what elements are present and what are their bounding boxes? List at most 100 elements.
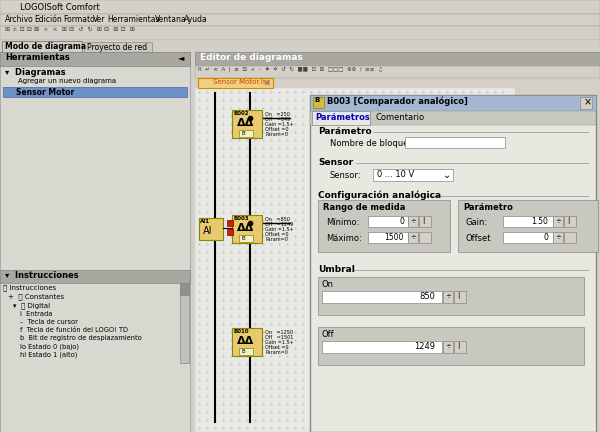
Bar [443,291,453,303]
Text: Parámetro: Parámetro [463,203,513,212]
Bar [564,216,576,227]
Text: On: On [322,280,334,289]
Text: Comentario: Comentario [375,113,424,122]
Bar [312,111,370,125]
Bar [0,52,190,66]
Text: B: B [242,131,245,136]
Text: lo Estado 0 (bajo): lo Estado 0 (bajo) [20,343,79,349]
Bar [239,130,253,137]
Text: ×: × [584,97,592,107]
Text: 850: 850 [419,292,435,301]
Bar [368,232,408,243]
Text: On   =850: On =850 [265,217,290,222]
Bar [318,277,584,315]
Text: On   =250: On =250 [265,112,290,117]
Bar [373,169,453,181]
Text: –  Tecla de cursor: – Tecla de cursor [20,319,78,325]
Bar [419,216,431,227]
Text: B002: B002 [234,111,250,116]
Bar [0,0,600,14]
Text: B: B [314,97,319,103]
Text: Off   =1501: Off =1501 [265,335,293,340]
Bar [443,341,453,353]
Bar [180,283,189,363]
Bar [503,232,553,243]
Text: ΔΔ: ΔΔ [237,223,254,233]
Bar [180,283,189,295]
Text: ÷: ÷ [410,217,416,223]
Bar [0,270,190,283]
Text: i  Entrada: i Entrada [20,311,52,317]
Text: ⌄: ⌄ [443,170,451,180]
Bar [564,232,576,243]
Bar [408,216,418,227]
Text: Formato: Formato [64,15,95,24]
Bar [0,40,600,52]
Text: Rango de medida: Rango de medida [323,203,406,212]
Bar [553,216,563,227]
Text: Off: Off [322,330,335,339]
Text: Parámetros: Parámetros [315,113,370,122]
Bar [3,87,187,97]
Bar [313,97,324,108]
Text: Param=0: Param=0 [265,132,288,137]
Bar [232,328,262,356]
Text: |: | [457,342,460,349]
Text: Mínimo:: Mínimo: [326,218,359,227]
Bar [0,14,600,26]
Text: Param=0: Param=0 [265,350,288,355]
Text: ÷: ÷ [555,217,561,223]
Text: Herramientas: Herramientas [107,15,160,24]
Text: Gain =1.5+: Gain =1.5+ [265,122,294,127]
Text: Edición: Edición [34,15,62,24]
Text: Offset =0: Offset =0 [265,345,289,350]
Text: Sensor: Sensor [318,158,353,167]
Bar [227,220,233,226]
Text: ⊞ ± ⊡ ⊟ ⊠  ×  ×  ⊞ ⊟  ↺  ↻  ⊞ ⊟  ⊞ ⊡  ⊞: ⊞ ± ⊡ ⊟ ⊠ × × ⊞ ⊟ ↺ ↻ ⊞ ⊟ ⊞ ⊡ ⊞ [5,27,135,32]
Text: ▾  Diagramas: ▾ Diagramas [5,68,65,77]
Bar [454,291,466,303]
Text: Sensor Motor: Sensor Motor [16,88,74,97]
Bar [232,110,262,138]
Bar [310,95,596,432]
Text: B003 [Comparador analógico]: B003 [Comparador analógico] [327,97,468,107]
Text: AI: AI [203,226,212,236]
Bar [0,52,190,432]
Text: Agregar un nuevo diagrama: Agregar un nuevo diagrama [18,78,116,84]
Bar [408,232,418,243]
Text: Ver: Ver [92,15,105,24]
Text: Offset =0: Offset =0 [265,232,289,237]
Text: |: | [457,292,460,299]
Text: 0: 0 [543,233,548,242]
Bar [322,291,442,303]
Bar [310,95,596,111]
Text: 1500: 1500 [385,233,404,242]
Bar [419,232,431,243]
Text: f  Tecla de función del LOGO! TD: f Tecla de función del LOGO! TD [20,327,128,333]
Text: 1249: 1249 [414,342,435,351]
Bar [239,235,253,242]
Text: 0 ... 10 V: 0 ... 10 V [377,170,414,179]
Bar [239,348,253,355]
Bar [458,200,598,252]
Text: ▾  📁 Digital: ▾ 📁 Digital [13,302,50,308]
Text: ▾  Instrucciones: ▾ Instrucciones [5,271,79,280]
Text: Nombre de bloque:: Nombre de bloque: [330,139,411,148]
Bar [322,341,442,353]
Text: Sensor:: Sensor: [330,171,361,180]
Text: B010: B010 [234,329,250,334]
Text: AI1: AI1 [200,219,210,224]
Text: Param=0: Param=0 [265,237,288,242]
Text: Configuración analógica: Configuración analógica [318,191,441,200]
Bar [553,232,563,243]
Bar [195,88,515,432]
Text: Modo de diagrama: Modo de diagrama [5,42,86,51]
Bar [2,41,82,52]
Text: Máximo:: Máximo: [326,234,362,243]
Bar [454,341,466,353]
Text: ÷: ÷ [555,233,561,239]
Text: Sensor Motor.lsc: Sensor Motor.lsc [213,79,271,85]
Text: Gain =1.5+: Gain =1.5+ [265,340,294,345]
Text: Umbral: Umbral [318,265,355,274]
Bar [503,216,553,227]
